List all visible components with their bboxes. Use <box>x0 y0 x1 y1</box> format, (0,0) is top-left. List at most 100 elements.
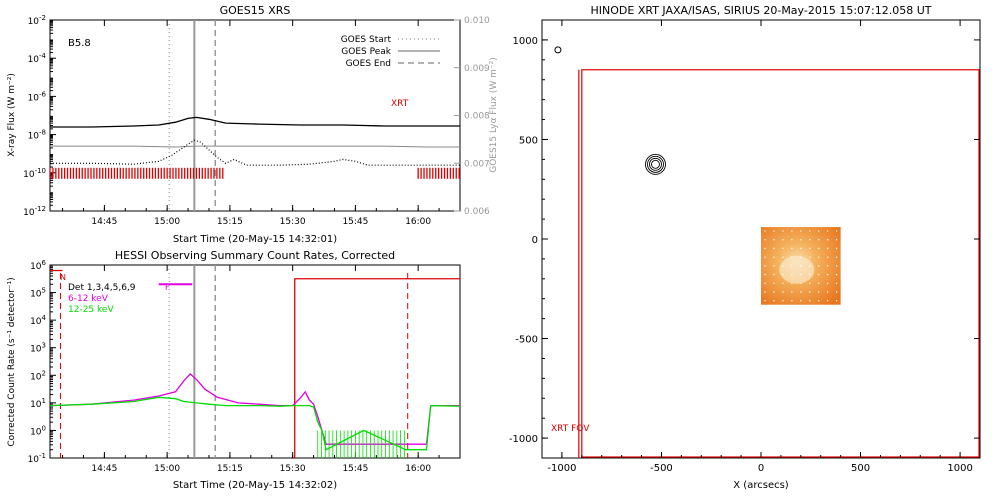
hessi-6-12kev-line <box>50 372 460 445</box>
xrt-grid-dot <box>791 273 793 276</box>
xrt-grid-dot <box>764 239 766 241</box>
xrt-grid-dot <box>809 300 811 302</box>
hessi-title: HESSI Observing Summary Count Rates, Cor… <box>115 249 395 262</box>
goes-ytick-label: 10-8 <box>28 129 46 142</box>
goes-ytick-label: 10-4 <box>28 52 47 65</box>
hessi-flag-f: F <box>165 283 170 292</box>
xrt-grid-dot <box>835 239 838 241</box>
xrt-ytick-label: 500 <box>519 135 538 146</box>
hessi-ytick-label: 101 <box>30 397 46 410</box>
xrt-grid-dot <box>782 282 784 284</box>
xrt-grid-dot <box>773 291 775 293</box>
xrt-grid-dot <box>800 247 802 250</box>
xrt-grid-dot <box>791 256 793 258</box>
legend-goes-start: GOES Start <box>341 35 392 45</box>
goes-xtick-label: 16:00 <box>405 217 431 227</box>
hessi-xtick-label: 14:45 <box>91 464 117 474</box>
hessi-ytick-label: 104 <box>30 314 46 327</box>
hessi-legend-det: Det 1,3,4,5,6,9 <box>68 283 136 293</box>
hessi-ytick-label: 106 <box>30 259 46 272</box>
hessi-xtick-label: 15:00 <box>154 464 180 474</box>
xrt-grid-dot <box>826 282 829 284</box>
xrt-grid-dot <box>791 230 793 232</box>
xrt-grid-dot <box>764 291 766 293</box>
xrt-grid-dot <box>800 291 802 293</box>
xrt-grid-dot <box>800 256 802 258</box>
tick-exponent: -4 <box>39 52 47 60</box>
goes-y2tick-label: 0.010 <box>464 16 490 26</box>
xrt-contour <box>651 159 660 169</box>
xrt-grid-dot <box>764 300 766 302</box>
goes-xtick-label: 15:15 <box>217 217 243 227</box>
legend-goes-end: GOES End <box>346 59 391 69</box>
xrt-grid-dot <box>800 239 802 241</box>
xrt-grid-dot <box>818 230 820 232</box>
xrt-title: HINODE XRT JAXA/ISAS, SIRIUS 20-May-2015… <box>591 4 932 17</box>
xrt-grid-dot <box>818 265 820 267</box>
xrt-grid-dot <box>764 265 766 267</box>
hessi-12-25kev-line <box>50 396 460 451</box>
xrt-grid-dot <box>773 247 775 250</box>
xrt-grid-dot <box>782 273 784 276</box>
tick-exponent: 0 <box>42 424 46 432</box>
goes-xrt-label: XRT <box>391 99 409 109</box>
xrt-grid-dot <box>835 247 838 250</box>
xrt-grid-dot <box>764 247 766 250</box>
hessi-plot-frame <box>49 264 461 459</box>
tick-base: 10 <box>30 345 42 355</box>
xrt-grid-dot <box>764 282 766 284</box>
xrt-grid-dot <box>800 282 802 284</box>
legend-goes-peak: GOES Peak <box>341 47 391 57</box>
xrt-grid-dot <box>791 300 793 302</box>
xrt-grid-dot <box>835 256 838 258</box>
tick-base: 10 <box>30 372 42 382</box>
hessi-xlabel: Start Time (20-May-15 14:32:02) <box>173 480 337 491</box>
xrt-grid-dot <box>826 300 829 302</box>
xrt-grid-dot <box>835 282 838 284</box>
xrt-grid-dot <box>835 291 838 293</box>
xrt-grid-dot <box>782 239 784 241</box>
tick-exponent: -6 <box>39 90 47 98</box>
goes-plot-frame <box>49 19 461 212</box>
goes-class-label: B5.8 <box>68 38 91 49</box>
xrt-grid-dot <box>835 230 838 232</box>
xrt-grid-dot <box>809 291 811 293</box>
xrt-grid-dot <box>791 291 793 293</box>
xrt-grid-dot <box>791 247 793 250</box>
goes-y2tick-label: 0.007 <box>464 159 490 169</box>
hessi-ytick-label: 10-1 <box>28 452 46 465</box>
tick-exponent: 3 <box>42 342 46 350</box>
tick-exponent: -10 <box>35 167 46 175</box>
xrt-grid-dot <box>826 273 829 276</box>
hessi-panel: HESSI Observing Summary Count Rates, Cor… <box>7 249 461 491</box>
xrt-small-circle <box>554 46 562 54</box>
xrt-grid-dot <box>826 265 829 267</box>
goes-lyman-alpha-line <box>50 145 460 148</box>
xrt-fov-label: XRT FOV <box>551 424 590 434</box>
goes-xtick-label: 15:45 <box>342 217 368 227</box>
tick-base: 10 <box>28 93 40 103</box>
xrt-grid-dot <box>818 239 820 241</box>
xrt-grid-dot <box>826 239 829 241</box>
xrt-grid-dot <box>818 256 820 258</box>
xrt-map-panel: HINODE XRT JAXA/ISAS, SIRIUS 20-May-2015… <box>509 4 981 491</box>
xrt-grid-dot <box>791 265 793 267</box>
xrt-grid-dot <box>809 247 811 250</box>
goes-y2tick-label: 0.006 <box>464 207 490 217</box>
hessi-flag-n: N <box>60 273 66 282</box>
xrt-bright-region <box>779 255 815 284</box>
tick-exponent: 1 <box>42 397 46 405</box>
hessi-ytick-label: 105 <box>30 287 46 300</box>
goes-ylabel: X-ray Flux (W m⁻²) <box>7 73 17 157</box>
xrt-ytick-label: -500 <box>515 335 538 346</box>
xrt-grid-dot <box>791 282 793 284</box>
xrt-grid-dot <box>809 265 811 267</box>
xrt-grid-dot <box>826 256 829 258</box>
tick-exponent: 4 <box>42 314 47 322</box>
xrt-xlabel: X (arcsecs) <box>733 480 789 491</box>
xrt-contour <box>645 153 666 175</box>
goes-xtick-label: 15:00 <box>154 217 180 227</box>
goes-ytick-label: 10-2 <box>28 14 46 27</box>
